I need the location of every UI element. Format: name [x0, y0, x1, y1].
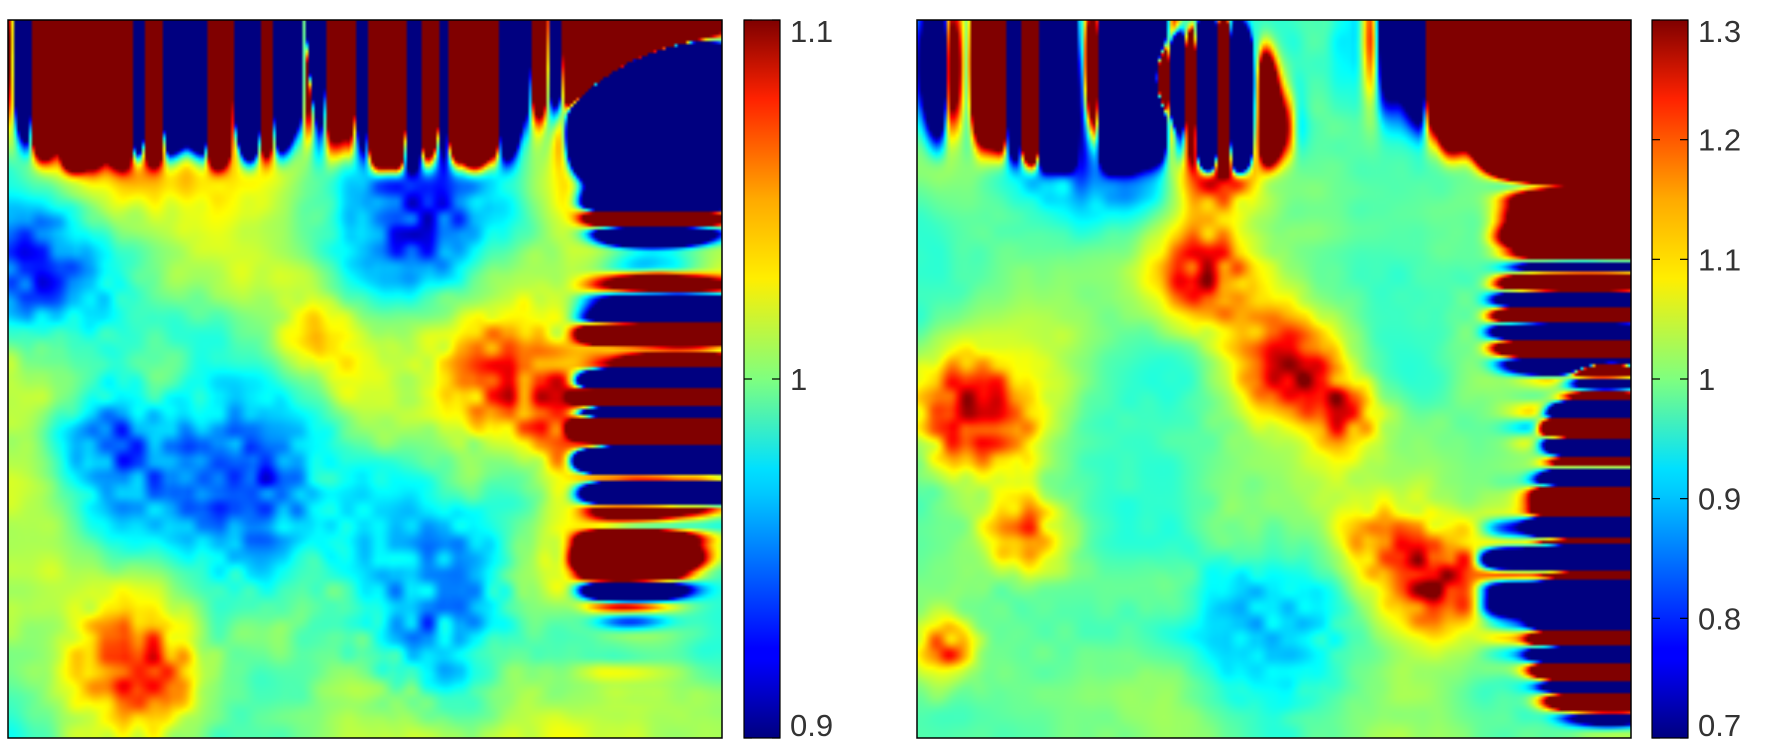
panel-right: 0.7 0.8 0.9 1 1.1 1.2 1.3 — [916, 14, 1741, 743]
colorbar-tick-label: 1.3 — [1698, 14, 1741, 49]
colorbar-right-ticks: 0.7 0.8 0.9 1 1.1 1.2 1.3 — [1652, 14, 1741, 743]
colorbar-tick-label: 1.2 — [1698, 123, 1741, 158]
colorbar-left: 0.9 1 1.1 — [743, 14, 833, 743]
colorbar-tick-label: 0.8 — [1698, 601, 1741, 636]
colorbar-tick-label: 1.1 — [1698, 242, 1741, 277]
colorbar-tick-label: 0.7 — [1698, 708, 1741, 743]
colorbar-left-ticks: 0.9 1 1.1 — [744, 14, 833, 743]
colorbar-right: 0.7 0.8 0.9 1 1.1 1.2 1.3 — [1651, 14, 1741, 743]
panel-left: 0.9 1 1.1 — [7, 14, 833, 743]
heatmap-left-frame — [7, 19, 723, 739]
colorbar-tick-label: 1.1 — [790, 14, 833, 49]
colorbar-tick-label: 0.9 — [790, 708, 833, 743]
colorbar-tick-label: 0.9 — [1698, 482, 1741, 517]
heatmap-left — [8, 20, 722, 738]
colorbar-tick-label: 1 — [790, 362, 807, 397]
heatmap-right-frame — [916, 19, 1632, 739]
colorbar-tick-label: 1 — [1698, 362, 1715, 397]
heatmap-right — [917, 20, 1631, 738]
